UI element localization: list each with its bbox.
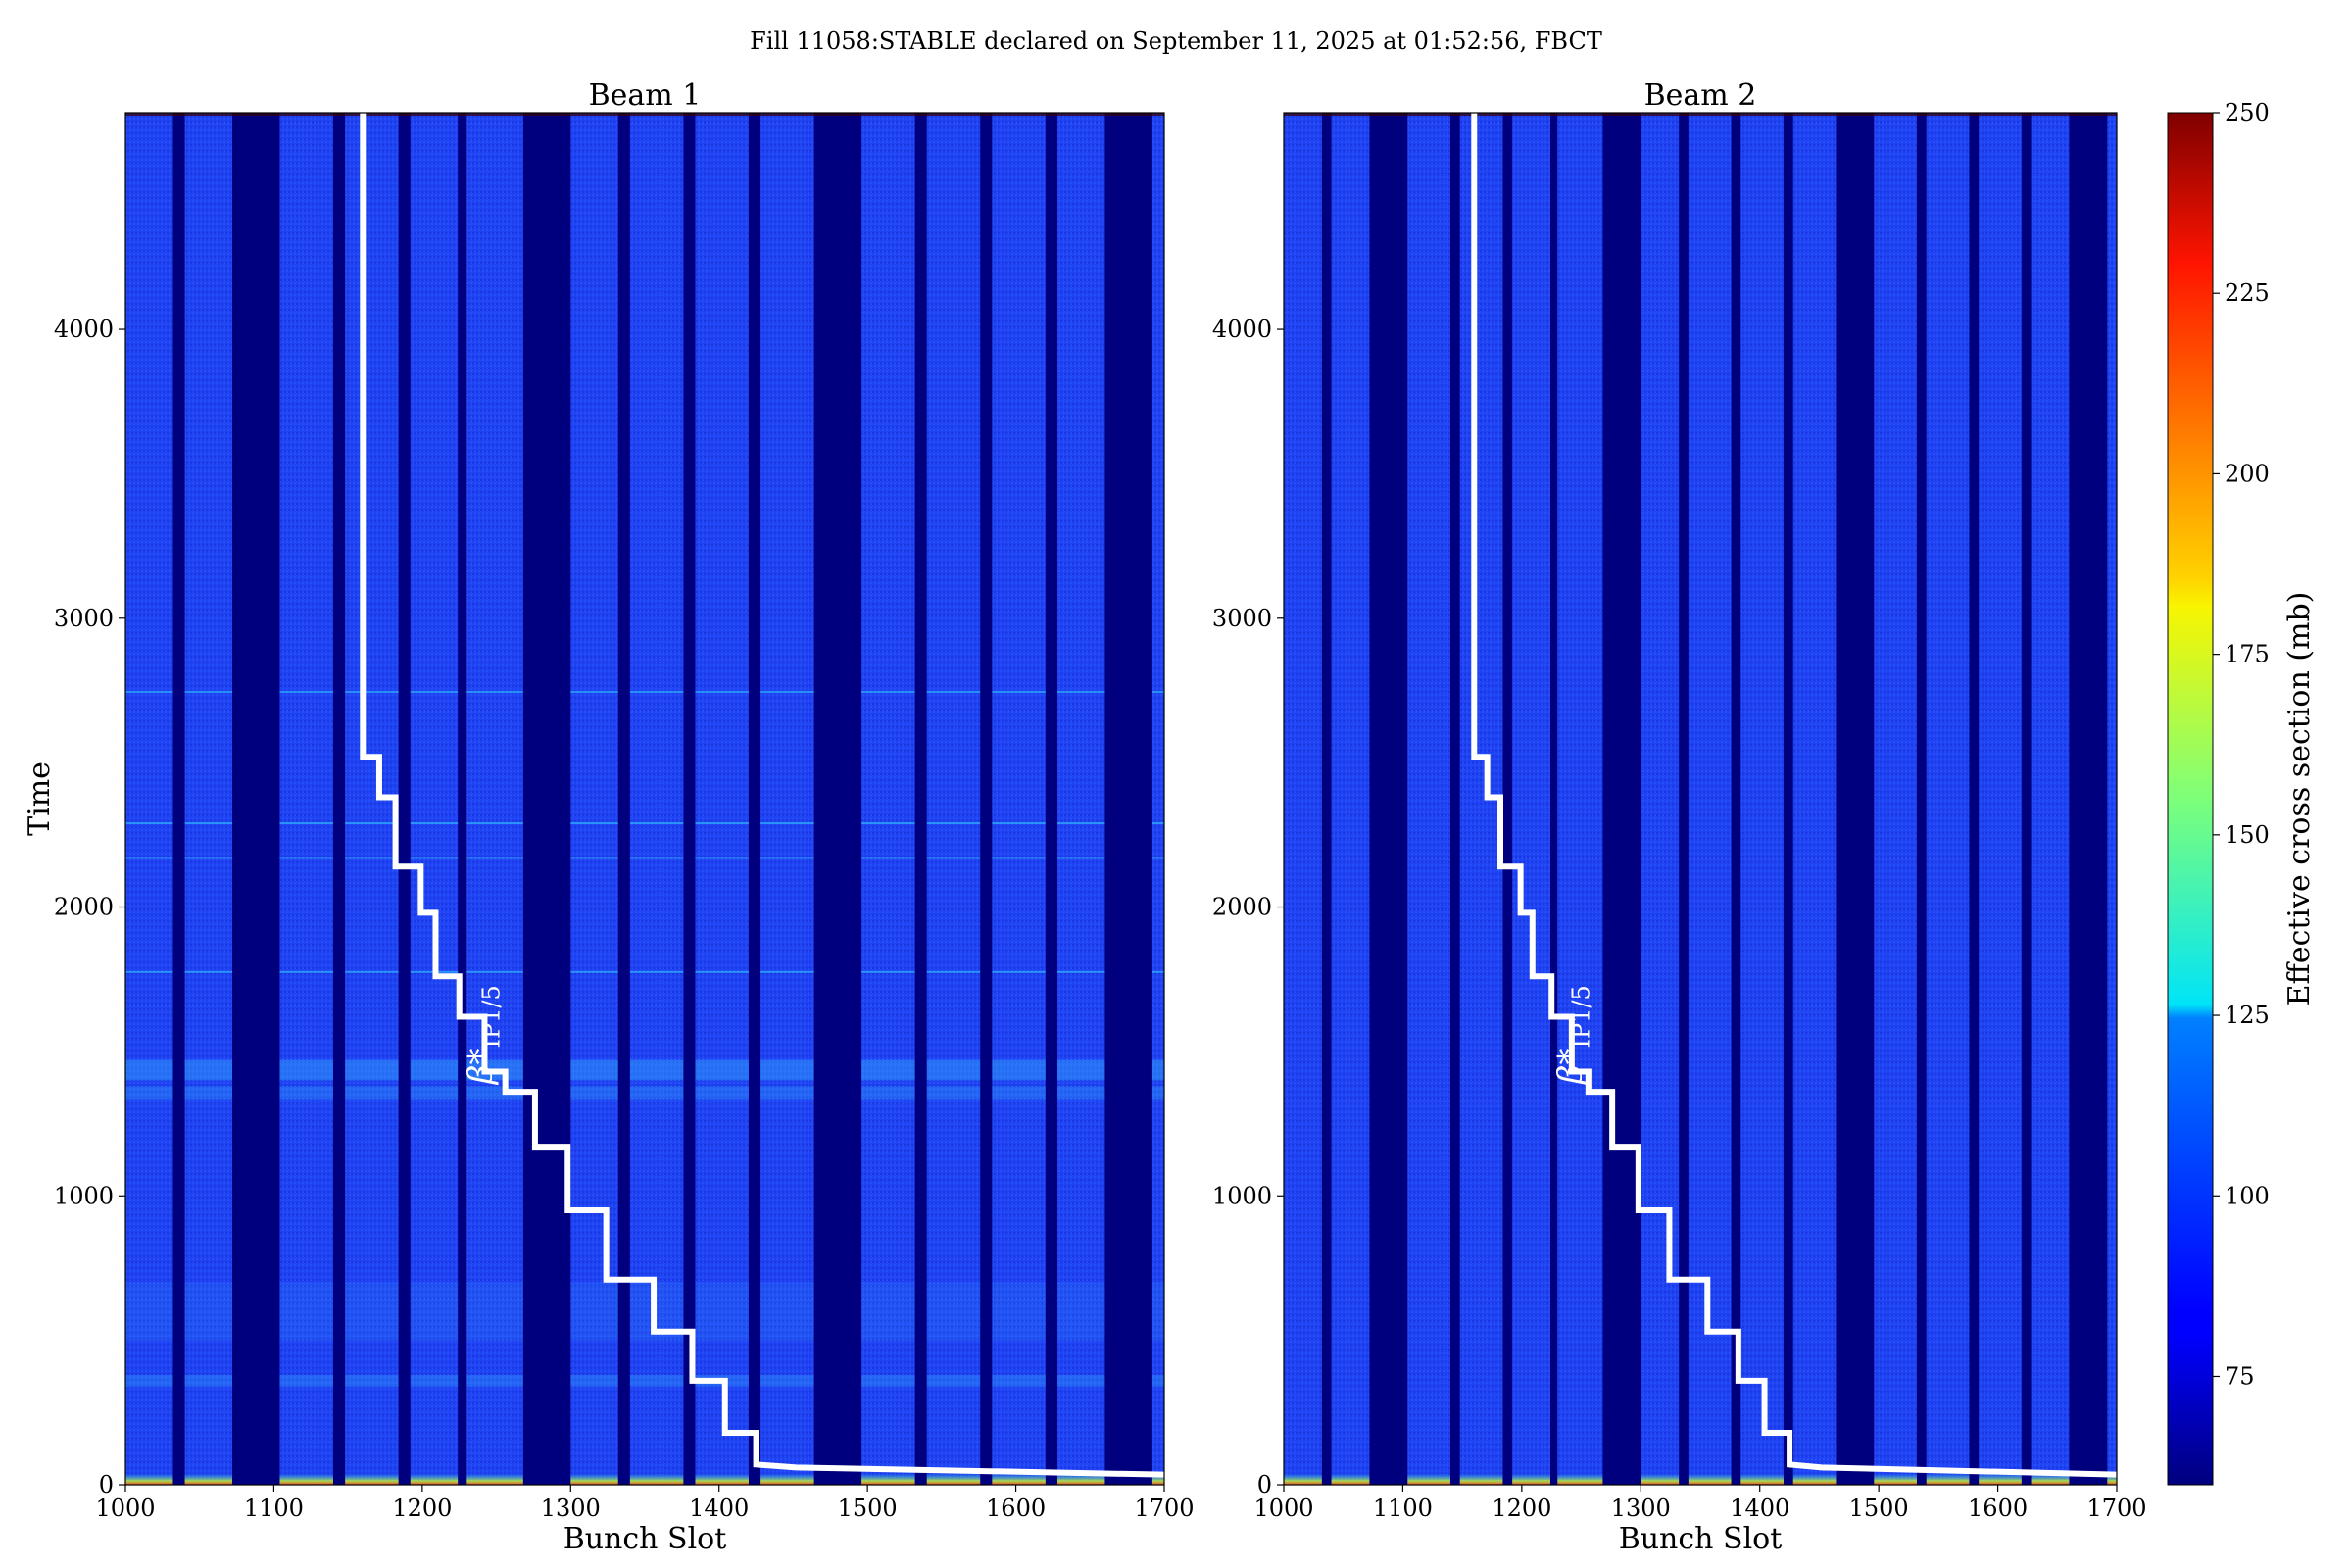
empty-slot-gap: [1784, 113, 1793, 1485]
axes-frame: [1283, 112, 2118, 1486]
x-tick-label: 1700: [2086, 1494, 2146, 1522]
colorbar: 75 100 125 150 175 200 225 250 Effective cross …: [2167, 99, 2317, 1486]
empty-slot-gap: [1321, 113, 1332, 1485]
empty-slot-gap: [2021, 113, 2032, 1485]
colorbar-tick-label: 175: [2225, 641, 2270, 668]
beta-star-line: [1471, 113, 2118, 1478]
empty-slot-gap: [232, 113, 280, 1485]
empty-slot-gap: [1550, 113, 1558, 1485]
empty-slot-gap: [813, 113, 862, 1485]
empty-slot-gap: [1731, 113, 1741, 1485]
empty-slot-gap: [1679, 113, 1689, 1485]
heatmap-top-edge: [1284, 113, 2117, 116]
empty-slot-gap: [749, 113, 761, 1485]
y-tick-label: 3000: [54, 605, 114, 632]
beta-star-line: [360, 113, 1165, 1478]
empty-slot-gap: [1917, 113, 1927, 1485]
beta-star-annotation-subscript: IP1/5: [1568, 985, 1595, 1048]
x-tick-label: 1400: [689, 1494, 749, 1522]
x-tick-label: 1500: [838, 1494, 898, 1522]
heatmap-initial-high-cross-section: [1284, 1473, 2117, 1485]
x-axis-label: Bunch Slot: [564, 1522, 727, 1556]
x-tick-label: 1600: [986, 1494, 1046, 1522]
y-tick-label: 1000: [1212, 1182, 1272, 1209]
empty-slot-gap: [1045, 113, 1057, 1485]
y-tick-label: 4000: [54, 316, 114, 343]
colorbar-label: Effective cross section (mb): [2282, 592, 2317, 1006]
x-tick-label: 1000: [95, 1494, 155, 1522]
y-tick-label: 2000: [1212, 894, 1272, 921]
heatmap-intensity-band: [125, 1059, 1164, 1081]
heatmap-intensity-band: [125, 1375, 1164, 1387]
colorbar-tick-label: 100: [2225, 1182, 2270, 1209]
colorbar-ticks: 75 100 125 150 175 200 225 250: [2213, 99, 2270, 1390]
empty-slot-gap: [2069, 113, 2108, 1485]
beta-star-annotation: β*IP1/5: [1551, 985, 1595, 1086]
x-tick-label: 1500: [1849, 1494, 1909, 1522]
y-tick-label: 0: [99, 1471, 114, 1498]
x-tick-label: 1300: [541, 1494, 601, 1522]
empty-slot-gap: [683, 113, 696, 1485]
empty-slot-gap: [333, 113, 346, 1485]
empty-slot-gap: [1104, 113, 1152, 1485]
heatmap-top-edge: [125, 113, 1164, 116]
empty-slot-gap: [398, 113, 411, 1485]
heatmap-initial-high-cross-section: [125, 1473, 1164, 1485]
x-tick-label: 1000: [1253, 1494, 1313, 1522]
x-tick-label: 1300: [1611, 1494, 1671, 1522]
colorbar-tick-label: 250: [2225, 99, 2270, 126]
beam-2-heatmap-panel: β*IP1/5 1000 1100 1200 1300 1400 1500 1600 1700 0…: [1212, 78, 2147, 1556]
y-tick-label: 3000: [1212, 605, 1272, 632]
empty-slot-gap: [617, 113, 630, 1485]
x-tick-label: 1200: [1492, 1494, 1551, 1522]
figure-suptitle: Fill 11058:STABLE declared on September …: [750, 27, 1602, 55]
y-tick-label: 1000: [54, 1182, 114, 1209]
x-tick-label: 1100: [1373, 1494, 1433, 1522]
empty-slot-gap: [980, 113, 993, 1485]
panel-title: Beam 1: [589, 78, 702, 113]
y-axis-label: Time: [23, 761, 57, 836]
axes-frame: [124, 112, 1165, 1486]
x-tick-label: 1700: [1134, 1494, 1194, 1522]
beta-star-annotation-subscript: IP1/5: [477, 985, 505, 1048]
colorbar-gradient: [2167, 112, 2214, 1486]
heatmap-intensity-band: [125, 1086, 1164, 1100]
colorbar-tick-label: 150: [2225, 821, 2270, 849]
y-tick-label: 0: [1257, 1471, 1272, 1498]
x-tick-label: 1200: [392, 1494, 452, 1522]
y-tick-label: 2000: [54, 894, 114, 921]
y-tick-label: 4000: [1212, 316, 1272, 343]
empty-slot-gap: [1450, 113, 1460, 1485]
empty-slot-gap: [1502, 113, 1513, 1485]
empty-slot-gap: [522, 113, 571, 1485]
x-tick-label: 1100: [244, 1494, 304, 1522]
empty-slot-gap: [172, 113, 185, 1485]
x-tick-label: 1600: [1968, 1494, 2028, 1522]
empty-slot-gap: [458, 113, 467, 1485]
empty-slot-gap: [1602, 113, 1642, 1485]
colorbar-tick-label: 75: [2225, 1362, 2255, 1390]
colorbar-tick-label: 225: [2225, 279, 2270, 307]
panel-title: Beam 2: [1644, 78, 1757, 113]
x-tick-label: 1400: [1730, 1494, 1789, 1522]
empty-slot-gap: [1836, 113, 1875, 1485]
x-axis-label: Bunch Slot: [1619, 1522, 1783, 1556]
empty-slot-gap: [1369, 113, 1408, 1485]
colorbar-tick-label: 200: [2225, 460, 2270, 487]
heatmap-intensity-band: [125, 1282, 1164, 1341]
colorbar-tick-label: 125: [2225, 1002, 2270, 1029]
empty-slot-gap: [1969, 113, 1980, 1485]
empty-slot-gap: [914, 113, 927, 1485]
